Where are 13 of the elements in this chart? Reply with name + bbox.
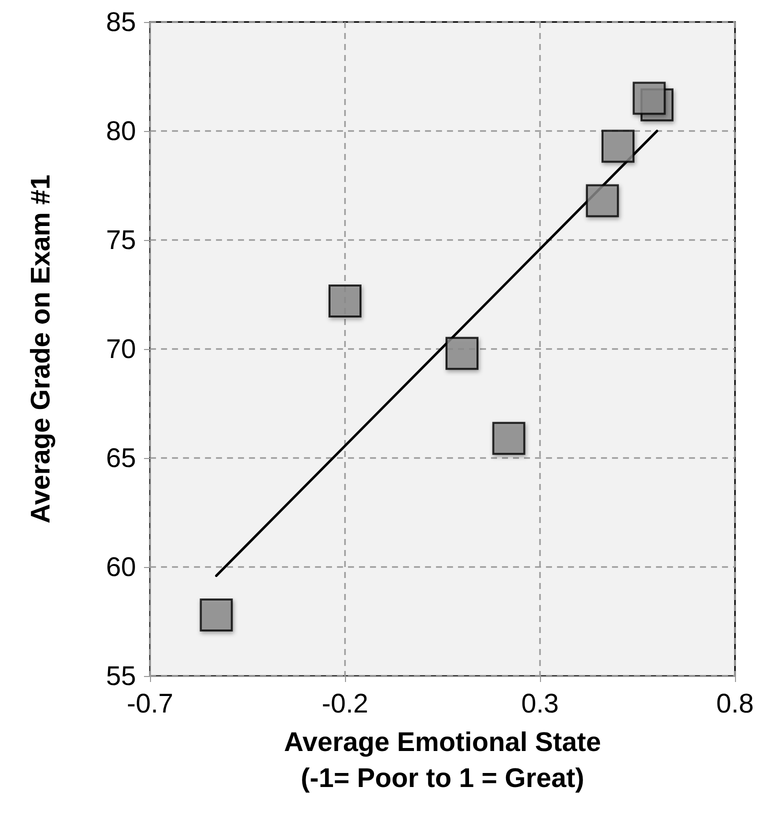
y-tick-label: 60 [106,552,136,582]
y-tick-label: 70 [106,334,136,364]
y-tick-label: 55 [106,661,136,691]
y-tick-label: 80 [106,116,136,146]
x-tick-label: -0.2 [322,688,368,718]
y-tick-label: 65 [106,443,136,473]
y-tick-label: 85 [106,7,136,37]
x-tick-label: 0.3 [521,688,559,718]
y-tick-label: 75 [106,225,136,255]
x-tick-label: -0.7 [126,688,174,718]
x-tick-label: 0.8 [716,688,754,718]
y-axis-title: Average Grade on Exam #1 [26,174,56,524]
x-axis-title: Average Emotional State (-1= Poor to 1 = Great) [284,727,602,793]
